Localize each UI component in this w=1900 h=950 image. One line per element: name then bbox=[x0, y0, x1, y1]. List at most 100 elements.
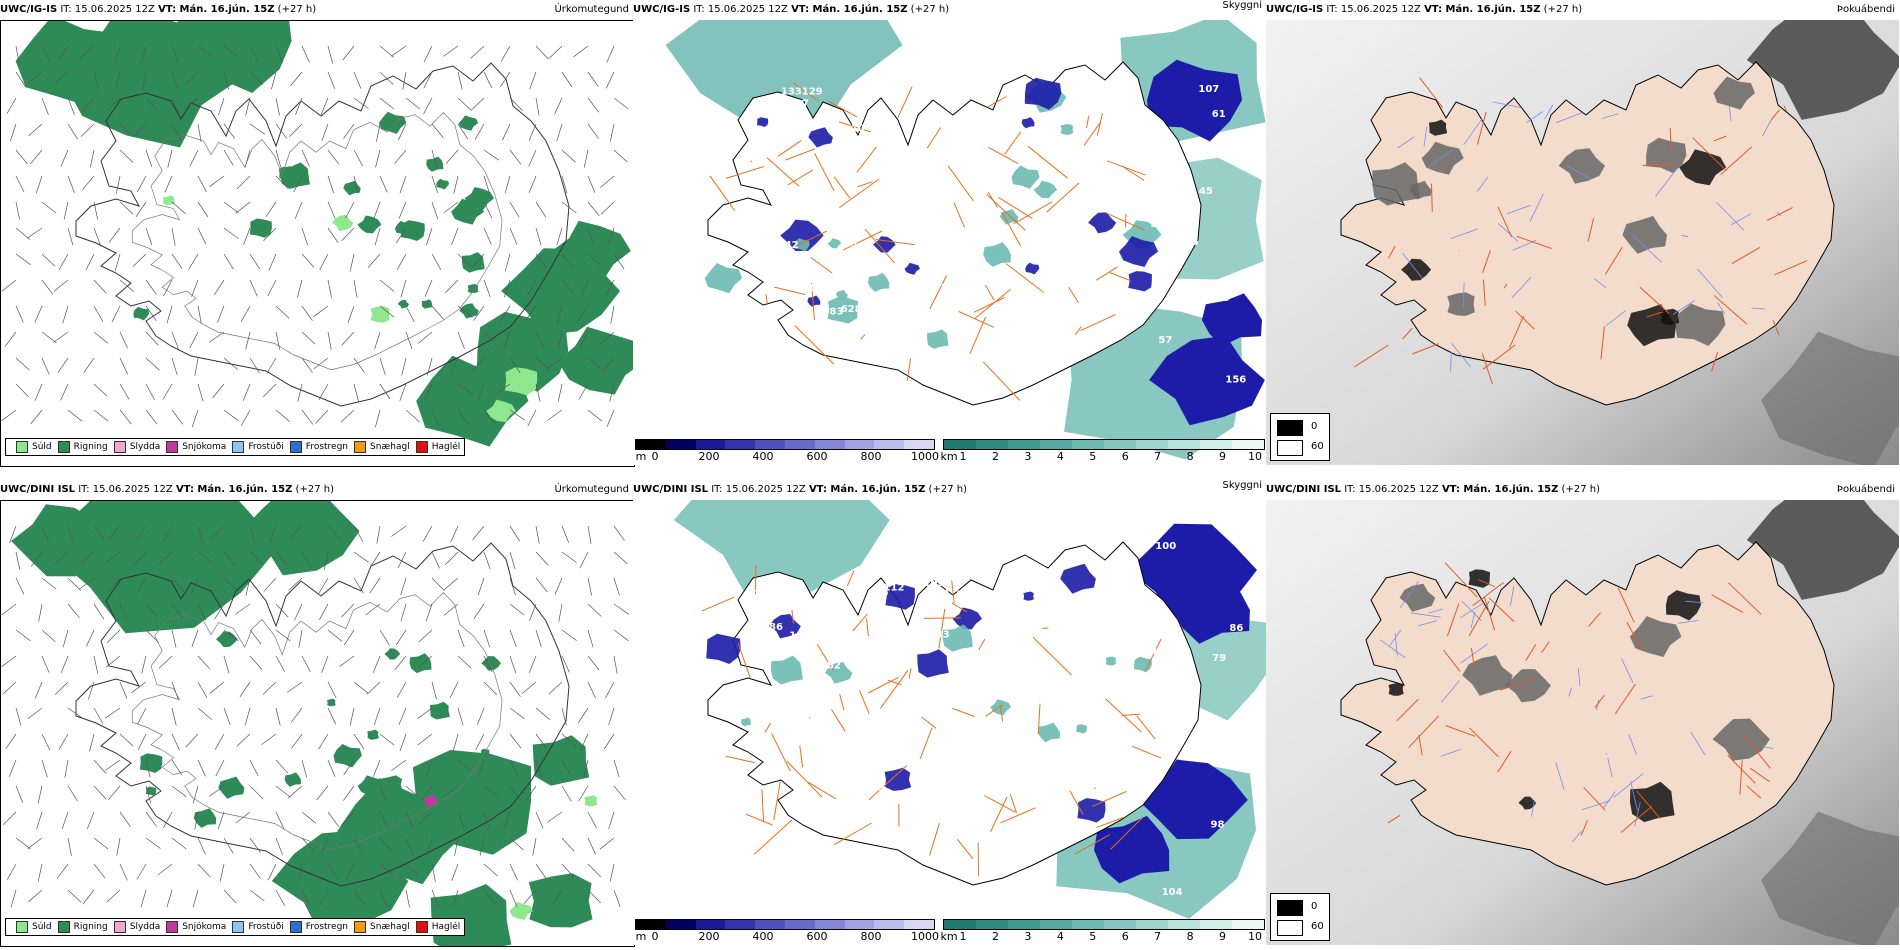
wind-barb bbox=[557, 331, 563, 350]
wind-barb bbox=[457, 629, 465, 648]
wind-barb bbox=[275, 759, 289, 774]
wind-barb bbox=[556, 123, 563, 142]
road bbox=[1086, 115, 1090, 128]
wind-barb bbox=[613, 655, 618, 674]
wind-barb bbox=[30, 409, 43, 425]
wind-barb bbox=[587, 123, 599, 139]
wind-barb bbox=[353, 525, 364, 542]
wind-barb bbox=[587, 681, 596, 699]
wind-barb bbox=[261, 733, 277, 745]
wind-barb bbox=[400, 603, 407, 622]
road bbox=[725, 166, 764, 179]
wind-barb bbox=[28, 889, 43, 903]
wind-barb bbox=[37, 785, 43, 804]
wind-barb bbox=[587, 629, 594, 648]
colorbar-tick: 7 bbox=[1154, 930, 1162, 943]
wind-barb bbox=[379, 837, 393, 852]
wind-barb bbox=[197, 525, 204, 544]
wind-barb bbox=[327, 707, 337, 725]
road bbox=[1470, 648, 1476, 670]
wind-barb bbox=[183, 97, 199, 110]
wind-barb bbox=[318, 383, 329, 400]
wind-barb bbox=[470, 45, 485, 59]
river bbox=[1462, 282, 1465, 308]
river bbox=[1399, 581, 1419, 609]
rain-area bbox=[271, 830, 409, 934]
road bbox=[1743, 735, 1771, 769]
wind-barb bbox=[609, 863, 615, 882]
road bbox=[828, 100, 858, 118]
map-canvas bbox=[1266, 20, 1899, 465]
fog-cell bbox=[1011, 165, 1040, 189]
wind-barb bbox=[554, 577, 563, 595]
visibility-label: 55 bbox=[941, 283, 955, 294]
shower-cell bbox=[462, 252, 485, 273]
shower-cell bbox=[357, 215, 382, 234]
road bbox=[1001, 212, 1021, 246]
wind-barb bbox=[431, 681, 437, 700]
wind-barb bbox=[268, 253, 277, 271]
colorbar-tick: 200 bbox=[698, 930, 720, 943]
road bbox=[953, 202, 965, 228]
wind-barb bbox=[561, 525, 570, 543]
visibility-label: 82 bbox=[827, 660, 841, 671]
wind-barb bbox=[379, 733, 395, 746]
legend-swatch bbox=[415, 441, 428, 453]
wind-barb bbox=[301, 655, 311, 673]
shower-cell bbox=[333, 744, 362, 768]
wind-barb bbox=[587, 525, 592, 544]
wind-barb bbox=[556, 227, 563, 246]
dense-fog-area bbox=[1746, 500, 1899, 600]
road bbox=[1614, 683, 1636, 715]
wind-barb bbox=[191, 629, 199, 648]
wind-barb bbox=[239, 681, 251, 698]
wind-barb bbox=[56, 863, 69, 879]
wind-barb bbox=[58, 253, 69, 270]
lead-time: (+27 h) bbox=[1561, 484, 1600, 495]
wind-barb bbox=[1, 655, 17, 668]
road bbox=[799, 745, 804, 768]
road bbox=[773, 781, 781, 821]
fog-cell bbox=[807, 295, 821, 307]
snow-area bbox=[424, 794, 438, 807]
visibility-label: 57 bbox=[1158, 335, 1172, 346]
wind-barb bbox=[15, 357, 30, 371]
wind-barb bbox=[457, 71, 463, 90]
colorbar-step bbox=[976, 440, 1008, 449]
wind-barb bbox=[80, 45, 95, 58]
legend-swatch bbox=[57, 441, 70, 453]
colorbar-tick: 0 bbox=[651, 930, 659, 943]
model-name: UWC/IG-IS bbox=[1266, 4, 1324, 15]
road bbox=[1074, 834, 1111, 855]
wind-barb bbox=[369, 551, 381, 568]
road bbox=[973, 297, 1005, 313]
wind-barb bbox=[379, 629, 390, 646]
road bbox=[921, 716, 937, 729]
map-canvas bbox=[1, 501, 634, 946]
road bbox=[1476, 111, 1487, 145]
wind-barb bbox=[379, 175, 388, 193]
fog-cell bbox=[1134, 656, 1152, 673]
wind-barb bbox=[41, 357, 50, 375]
wind-barb bbox=[219, 863, 225, 882]
colorbar-step bbox=[1200, 440, 1232, 449]
river bbox=[1418, 620, 1437, 627]
wind-barb bbox=[275, 655, 286, 672]
road bbox=[838, 121, 871, 133]
visibility-colorbar-m: m 0 200 400 600 800 1000 bbox=[635, 439, 939, 463]
wind-barb bbox=[240, 305, 251, 322]
wind-barb bbox=[145, 357, 160, 371]
road bbox=[1587, 217, 1595, 242]
wind-barb bbox=[343, 629, 355, 646]
valid-time: VT: Mán. 16.jún. 15Z bbox=[175, 484, 293, 495]
road bbox=[952, 707, 975, 717]
very-low-visibility-area bbox=[1149, 335, 1265, 426]
visibility-label: 197 bbox=[788, 99, 809, 110]
wind-barb bbox=[275, 175, 289, 190]
wind-barb bbox=[62, 629, 69, 648]
wind-barb bbox=[500, 45, 511, 62]
road bbox=[860, 334, 866, 340]
wind-barb bbox=[217, 305, 225, 323]
wind-barb bbox=[171, 71, 179, 90]
